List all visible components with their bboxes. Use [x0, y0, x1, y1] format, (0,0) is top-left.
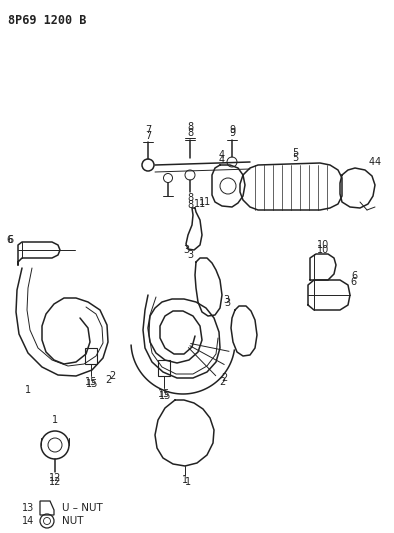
Text: 15: 15: [85, 377, 97, 387]
Text: 8: 8: [187, 193, 193, 203]
Text: 1: 1: [52, 415, 58, 425]
Bar: [158, 360, 170, 376]
Text: 11: 11: [199, 197, 211, 207]
Text: 9: 9: [229, 125, 235, 135]
Text: 1: 1: [25, 385, 31, 395]
Text: 9: 9: [229, 128, 235, 138]
Text: 14: 14: [22, 516, 34, 526]
Text: 6: 6: [6, 235, 12, 245]
Text: 2: 2: [221, 373, 227, 383]
Text: 8: 8: [187, 122, 193, 132]
Text: 1: 1: [182, 475, 188, 485]
Text: 15: 15: [159, 391, 171, 401]
Text: 4: 4: [369, 157, 375, 167]
Text: 5: 5: [292, 148, 298, 158]
Text: 3: 3: [223, 295, 229, 305]
Text: 4: 4: [219, 150, 225, 160]
Text: 4: 4: [219, 155, 225, 165]
Text: 8: 8: [187, 128, 193, 138]
Text: 6: 6: [350, 277, 356, 287]
Text: 2: 2: [109, 371, 115, 381]
Text: 12: 12: [49, 477, 61, 487]
Text: 2: 2: [219, 377, 225, 387]
Text: 3: 3: [224, 298, 230, 308]
Text: 3: 3: [187, 250, 193, 260]
Text: 15: 15: [86, 379, 98, 389]
Text: 3: 3: [183, 245, 189, 255]
Text: 7: 7: [145, 125, 151, 135]
Text: NUT: NUT: [62, 516, 84, 526]
Text: 10: 10: [317, 240, 329, 250]
Text: 6: 6: [7, 235, 13, 245]
Text: 8: 8: [187, 200, 193, 210]
Text: 4: 4: [375, 157, 381, 167]
Text: 5: 5: [292, 153, 298, 163]
Text: 7: 7: [145, 131, 151, 141]
Text: 6: 6: [351, 271, 357, 281]
Text: 15: 15: [158, 389, 170, 399]
Text: 8P69 1200 B: 8P69 1200 B: [8, 14, 86, 27]
Text: 13: 13: [22, 503, 34, 513]
Text: 10: 10: [317, 245, 329, 255]
Text: U – NUT: U – NUT: [62, 503, 103, 513]
Text: 1: 1: [185, 477, 191, 487]
Text: 2: 2: [105, 375, 111, 385]
Bar: [85, 348, 97, 364]
Text: 12: 12: [49, 473, 61, 483]
Text: 11: 11: [194, 199, 206, 209]
